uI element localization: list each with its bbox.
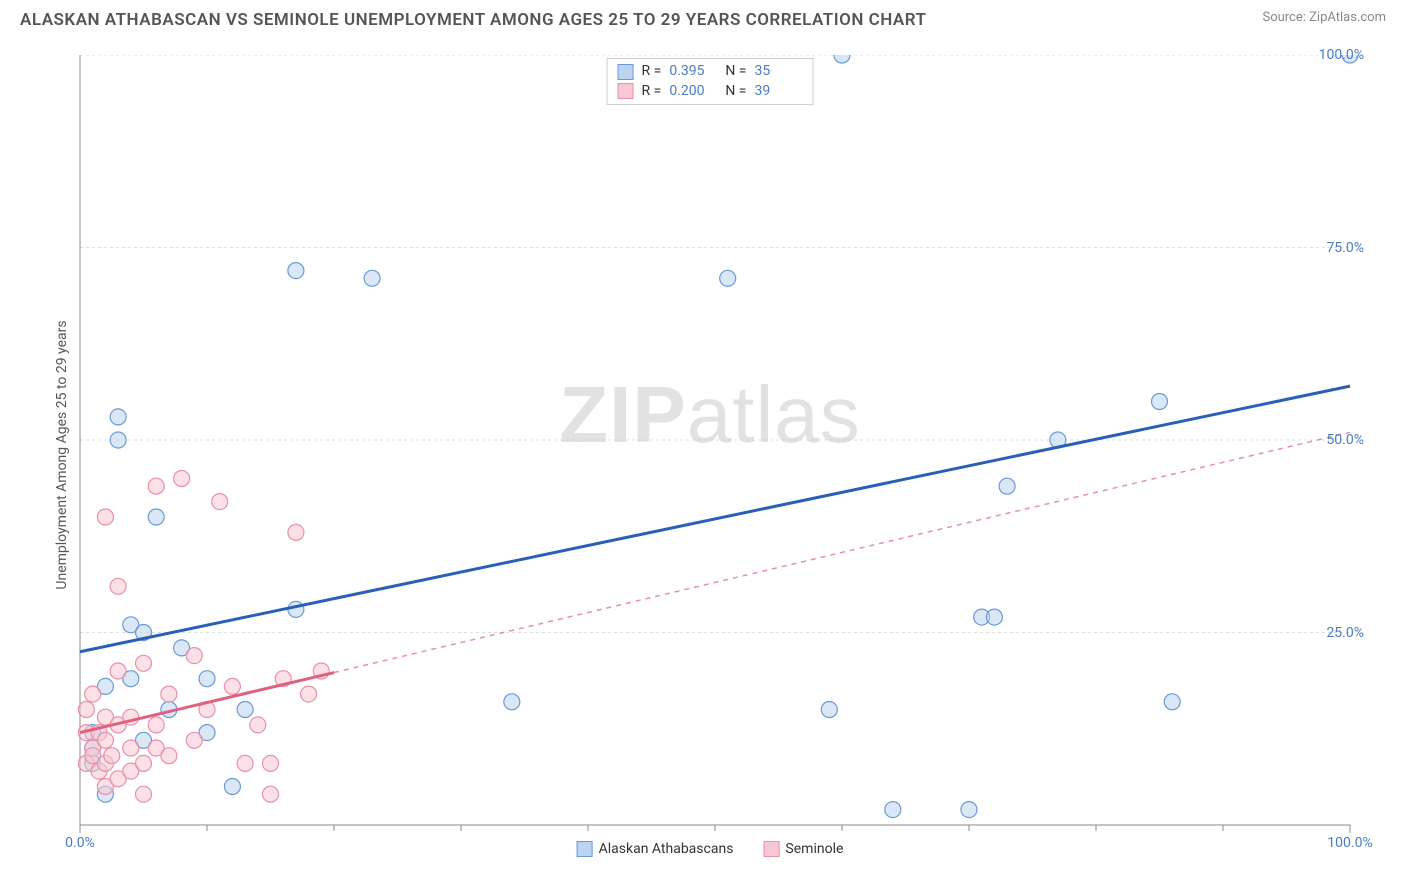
n-value: 39	[754, 82, 802, 102]
scatter-plot-svg	[50, 55, 1370, 855]
n-value: 35	[754, 62, 802, 82]
correlation-row: R = 0.200 N = 39	[618, 82, 803, 102]
chart-title: ALASKAN ATHABASCAN VS SEMINOLE UNEMPLOYM…	[20, 10, 926, 30]
legend-swatch	[618, 83, 634, 99]
legend-label: Seminole	[785, 841, 843, 857]
source-label: Source: ZipAtlas.com	[1262, 10, 1386, 25]
correlation-legend: R = 0.395 N = 35 R = 0.200 N = 39	[607, 58, 814, 105]
correlation-row: R = 0.395 N = 35	[618, 62, 803, 82]
y-tick-label: 75.0%	[1326, 240, 1364, 256]
r-value: 0.200	[669, 82, 717, 102]
n-label: N =	[725, 62, 746, 82]
y-tick-label: 100.0%	[1319, 47, 1364, 63]
n-label: N =	[725, 82, 746, 102]
legend-swatch	[577, 841, 593, 857]
legend-item: Seminole	[763, 841, 843, 857]
r-label: R =	[642, 82, 662, 102]
y-tick-label: 25.0%	[1326, 625, 1364, 641]
r-value: 0.395	[669, 62, 717, 82]
series-legend: Alaskan Athabascans Seminole	[577, 841, 844, 857]
r-label: R =	[642, 62, 662, 82]
x-tick-label: 0.0%	[65, 835, 95, 851]
legend-item: Alaskan Athabascans	[577, 841, 734, 857]
legend-swatch	[618, 64, 634, 80]
x-tick-label: 100.0%	[1327, 835, 1372, 851]
legend-swatch	[763, 841, 779, 857]
legend-label: Alaskan Athabascans	[599, 841, 734, 857]
y-tick-label: 50.0%	[1326, 432, 1364, 448]
plot-area: Unemployment Among Ages 25 to 29 years Z…	[50, 55, 1370, 855]
